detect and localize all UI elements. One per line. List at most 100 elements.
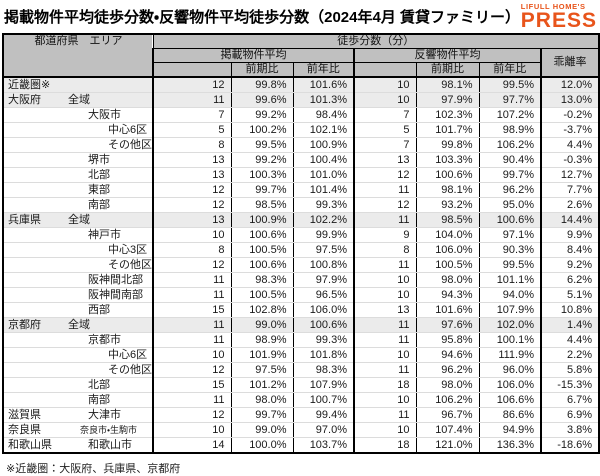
response-avg-cell: 10 <box>353 347 416 363</box>
table-row: 西部 15 102.8% 106.0% 13 101.6% 107.9% 10.8% <box>3 302 600 318</box>
response-prev-period-cell: 100.5% <box>415 257 479 273</box>
response-prev-period-cell: 106.0% <box>415 242 479 258</box>
response-avg-cell: 11 <box>353 362 416 378</box>
area-label: 南部 <box>88 199 110 211</box>
response-prev-period-cell: 97.6% <box>415 317 479 333</box>
response-avg-cell: 11 <box>353 182 416 198</box>
area-label: 大阪市 <box>88 109 121 121</box>
listed-prev-period-cell: 100.9% <box>230 212 293 228</box>
listed-prev-year-cell: 101.3% <box>292 92 354 108</box>
response-prev-period-cell: 107.4% <box>415 422 479 438</box>
table-row: 堺市 13 99.2% 100.4% 13 103.3% 90.4% -0.3% <box>3 152 600 168</box>
area-label: その他区 <box>108 139 152 151</box>
prefecture-label: 兵庫県 <box>8 214 41 226</box>
table-row: その他区 8 99.5% 100.9% 7 99.8% 106.2% 4.4% <box>3 137 600 153</box>
response-prev-period-cell: 98.5% <box>415 212 479 228</box>
listed-avg-cell: 11 <box>152 332 231 348</box>
deviation-rate-cell: 12.7% <box>539 167 600 183</box>
response-prev-period-cell: 106.2% <box>415 392 479 408</box>
response-avg-cell: 8 <box>353 242 416 258</box>
header-listed-blank <box>152 62 232 78</box>
listed-prev-year-cell: 101.0% <box>292 167 354 183</box>
header-deviation-rate: 乖離率 <box>539 48 600 78</box>
listed-avg-cell: 8 <box>152 137 231 153</box>
response-prev-year-cell: 106.0% <box>478 377 541 393</box>
response-prev-period-cell: 94.6% <box>415 347 479 363</box>
listed-prev-period-cell: 99.8% <box>230 77 293 93</box>
response-prev-year-cell: 107.2% <box>478 107 541 123</box>
deviation-rate-cell: 2.6% <box>539 197 600 213</box>
response-prev-year-cell: 100.1% <box>478 332 541 348</box>
row-label-cell: 京都府 全域 <box>3 317 153 333</box>
table-body: 近畿圏※ 12 99.8% 101.6% 10 98.1% 99.5% 12.0% 大阪府 全域 1… <box>3 77 600 454</box>
response-prev-period-cell: 98.1% <box>415 77 479 93</box>
listed-prev-period-cell: 100.2% <box>230 122 293 138</box>
response-avg-cell: 10 <box>353 92 416 108</box>
listed-prev-period-cell: 102.8% <box>230 302 293 318</box>
listed-prev-period-cell: 100.0% <box>230 437 293 454</box>
listed-avg-cell: 7 <box>152 107 231 123</box>
response-avg-cell: 13 <box>353 152 416 168</box>
table-row: その他区 12 97.5% 98.3% 11 96.2% 96.0% 5.8% <box>3 362 600 378</box>
listed-prev-year-cell: 98.3% <box>292 362 354 378</box>
deviation-rate-cell: 6.9% <box>539 407 600 423</box>
listed-avg-cell: 12 <box>152 197 231 213</box>
table-row: 京都市 11 98.9% 99.3% 11 95.8% 100.1% 4.4% <box>3 332 600 348</box>
header-response-prev-period: 前期比 <box>415 62 480 78</box>
deviation-rate-cell: 13.0% <box>539 92 600 108</box>
listed-prev-period-cell: 98.3% <box>230 272 293 288</box>
response-avg-cell: 11 <box>353 407 416 423</box>
listed-prev-period-cell: 99.7% <box>230 407 293 423</box>
area-label: 北部 <box>88 169 110 181</box>
row-label-cell: その他区 <box>3 257 153 273</box>
listed-avg-cell: 15 <box>152 302 231 318</box>
listed-prev-period-cell: 100.5% <box>230 287 293 303</box>
response-prev-year-cell: 94.0% <box>478 287 541 303</box>
response-avg-cell: 13 <box>353 302 416 318</box>
deviation-rate-cell: -15.3% <box>539 377 600 393</box>
listed-prev-year-cell: 100.9% <box>292 137 354 153</box>
area-label: 東部 <box>88 184 110 196</box>
listed-prev-year-cell: 102.1% <box>292 122 354 138</box>
response-avg-cell: 12 <box>353 197 416 213</box>
area-label: 神戸市 <box>88 229 121 241</box>
response-prev-period-cell: 98.0% <box>415 377 479 393</box>
area-label: 奈良市・生駒市 <box>80 425 138 435</box>
row-label-cell: 東部 <box>3 182 153 198</box>
deviation-rate-cell: 9.2% <box>539 257 600 273</box>
area-label: 西部 <box>88 304 110 316</box>
response-prev-year-cell: 102.0% <box>478 317 541 333</box>
listed-avg-cell: 10 <box>152 227 231 243</box>
response-prev-year-cell: 111.9% <box>478 347 541 363</box>
response-avg-cell: 10 <box>353 422 416 438</box>
title-bar: 掲載物件平均徒歩分数・反響物件平均徒歩分数（2024年4月 賃貸ファミリー） L… <box>0 0 600 31</box>
listed-avg-cell: 11 <box>152 392 231 408</box>
listed-avg-cell: 12 <box>152 182 231 198</box>
response-prev-period-cell: 96.2% <box>415 362 479 378</box>
footnote: ※近畿圏：大阪府、兵庫県、京都府 <box>6 463 181 475</box>
listed-prev-year-cell: 102.2% <box>292 212 354 228</box>
row-label-cell: 南部 <box>3 197 153 213</box>
prefecture-label: 京都府 <box>8 319 41 331</box>
response-avg-cell: 5 <box>353 122 416 138</box>
response-avg-cell: 11 <box>353 257 416 273</box>
row-label-cell: 大阪市 <box>3 107 153 123</box>
response-avg-cell: 9 <box>353 227 416 243</box>
table-row: 神戸市 10 100.6% 99.9% 9 104.0% 97.1% 9.9% <box>3 227 600 243</box>
listed-prev-year-cell: 101.6% <box>292 77 354 93</box>
walking-minutes-table: 都道府県 エリア 徒歩分数（分） 掲載物件平均 反響物件平均 乖離率 前期比 前… <box>2 33 600 454</box>
listed-avg-cell: 15 <box>152 377 231 393</box>
page-title: 掲載物件平均徒歩分数・反響物件平均徒歩分数（2024年4月 賃貸ファミリー） <box>4 9 520 26</box>
listed-prev-period-cell: 99.2% <box>230 107 293 123</box>
area-label: 南部 <box>88 394 110 406</box>
row-label-cell: 阪神間南部 <box>3 287 153 303</box>
listed-prev-year-cell: 99.9% <box>292 227 354 243</box>
response-prev-period-cell: 101.7% <box>415 122 479 138</box>
deviation-rate-cell: 2.2% <box>539 347 600 363</box>
response-prev-year-cell: 94.9% <box>478 422 541 438</box>
lifull-homes-press-logo: LIFULL HOME'S PRESS <box>521 3 597 31</box>
response-avg-cell: 7 <box>353 107 416 123</box>
response-avg-cell: 11 <box>353 212 416 228</box>
response-prev-year-cell: 107.9% <box>478 302 541 318</box>
table-row: 阪神間南部 11 100.5% 96.5% 10 94.3% 94.0% 5.1% <box>3 287 600 303</box>
